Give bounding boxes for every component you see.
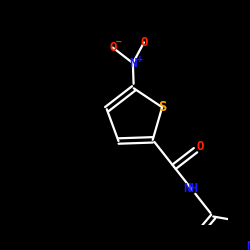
Text: O: O [140,36,148,49]
Text: O: O [109,41,116,54]
Text: S: S [158,100,166,114]
Text: O: O [196,140,203,153]
Text: +: + [136,54,142,64]
Text: N: N [129,56,136,70]
Text: NH: NH [183,182,198,194]
Text: N: N [246,240,250,250]
Text: −: − [115,37,121,47]
